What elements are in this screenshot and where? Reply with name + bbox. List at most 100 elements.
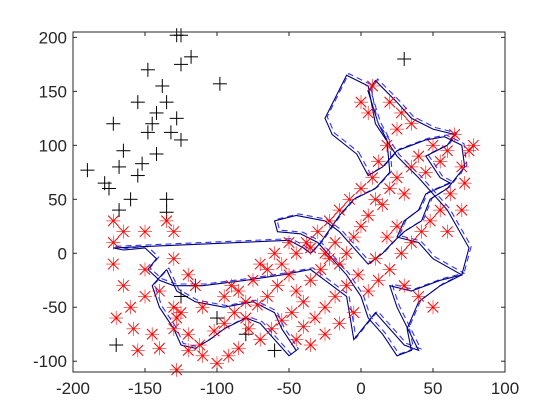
plus-marker: [169, 111, 184, 126]
x-marker: [354, 181, 368, 196]
x-marker: [166, 251, 181, 266]
axes: -200 -150 -100 -50 0 50 100 -100 -50 0 50 100 150 20…: [33, 28, 519, 398]
y-tick-label: 0: [58, 244, 67, 263]
x-marker: [169, 311, 184, 326]
x-marker: [210, 356, 224, 371]
x-marker: [404, 235, 419, 250]
x-marker: [282, 235, 296, 250]
plus-marker: [174, 57, 188, 72]
x-tick-label: 0: [356, 379, 365, 398]
plus-marker: [159, 192, 174, 207]
plus-marker: [116, 143, 131, 158]
solid-path-2: [151, 269, 297, 357]
x-marker: [379, 230, 394, 245]
x-marker: [181, 327, 196, 342]
x-marker: [188, 278, 203, 293]
plus-marker: [130, 168, 145, 183]
x-marker: [440, 224, 455, 239]
x-marker: [166, 321, 181, 336]
x-marker: [365, 170, 380, 185]
x-marker: [365, 78, 380, 93]
x-marker: [368, 251, 383, 266]
y-tick-label: 150: [39, 82, 67, 101]
x-tick-label: -150: [128, 379, 162, 398]
x-marker: [145, 327, 160, 342]
x-marker: [289, 284, 304, 299]
x-marker: [454, 203, 469, 218]
x-marker: [318, 327, 332, 342]
x-marker: [346, 305, 361, 320]
plus-marker: [149, 146, 164, 161]
plus-marker: [210, 311, 224, 326]
x-marker: [466, 138, 481, 153]
x-marker: [313, 262, 328, 277]
plus-marker: [155, 78, 170, 93]
x-marker: [382, 181, 397, 196]
x-marker: [382, 95, 397, 110]
x-marker: [296, 319, 311, 334]
x-marker: [169, 362, 184, 377]
plus-marker: [149, 105, 164, 120]
plus-marker: [80, 163, 95, 178]
x-marker: [241, 321, 256, 336]
x-marker: [221, 348, 236, 363]
x-marker: [342, 192, 357, 207]
x-marker: [174, 305, 188, 320]
x-marker: [224, 278, 239, 293]
plus-marker: [112, 203, 127, 218]
x-tick-label: -200: [56, 379, 90, 398]
x-marker: [195, 300, 210, 315]
x-marker: [267, 246, 282, 261]
x-marker: [138, 262, 152, 277]
x-marker: [303, 240, 318, 255]
x-marker: [299, 235, 314, 250]
plus-marker: [267, 343, 282, 358]
x-marker: [284, 305, 299, 320]
x-marker: [238, 311, 253, 326]
x-marker: [123, 300, 138, 315]
x-marker: [181, 343, 196, 358]
x-marker: [397, 278, 412, 293]
x-marker: [404, 159, 419, 174]
x-marker: [181, 267, 196, 282]
x-marker: [346, 230, 361, 245]
x-marker: [423, 213, 438, 228]
x-marker: [371, 273, 386, 288]
x-marker: [106, 213, 121, 228]
x-marker: [418, 165, 433, 180]
plus-marker: [397, 51, 412, 66]
x-marker: [411, 289, 426, 304]
x-marker: [462, 143, 476, 158]
x-marker: [231, 341, 246, 356]
x-marker: [307, 311, 322, 326]
y-tick-label: 100: [39, 136, 67, 155]
x-marker: [116, 224, 131, 239]
x-marker: [433, 154, 448, 169]
plus-marker: [174, 289, 188, 304]
x-marker: [379, 138, 394, 153]
x-marker: [382, 262, 397, 277]
x-marker: [253, 332, 268, 347]
plus-marker: [159, 95, 174, 110]
x-marker: [195, 348, 210, 363]
y-tick-label: 50: [48, 190, 67, 209]
x-marker: [130, 343, 145, 358]
plus-marker: [140, 62, 155, 77]
x-axis-ticks: -200 -150 -100 -50 0 50 100: [56, 32, 519, 398]
x-marker: [106, 235, 121, 250]
x-marker: [394, 246, 409, 261]
x-tick-label: -100: [200, 379, 234, 398]
y-tick-label: -100: [33, 352, 67, 371]
x-marker: [447, 127, 462, 142]
x-marker: [289, 332, 304, 347]
plus-marker: [140, 125, 155, 140]
x-marker: [411, 149, 426, 164]
x-marker: [390, 219, 404, 234]
plus-marker: [106, 116, 121, 131]
x-marker: [231, 284, 246, 299]
x-marker: [109, 311, 124, 326]
x-marker: [332, 316, 347, 331]
x-marker: [289, 246, 304, 261]
x-marker: [126, 321, 141, 336]
x-marker: [152, 341, 167, 356]
